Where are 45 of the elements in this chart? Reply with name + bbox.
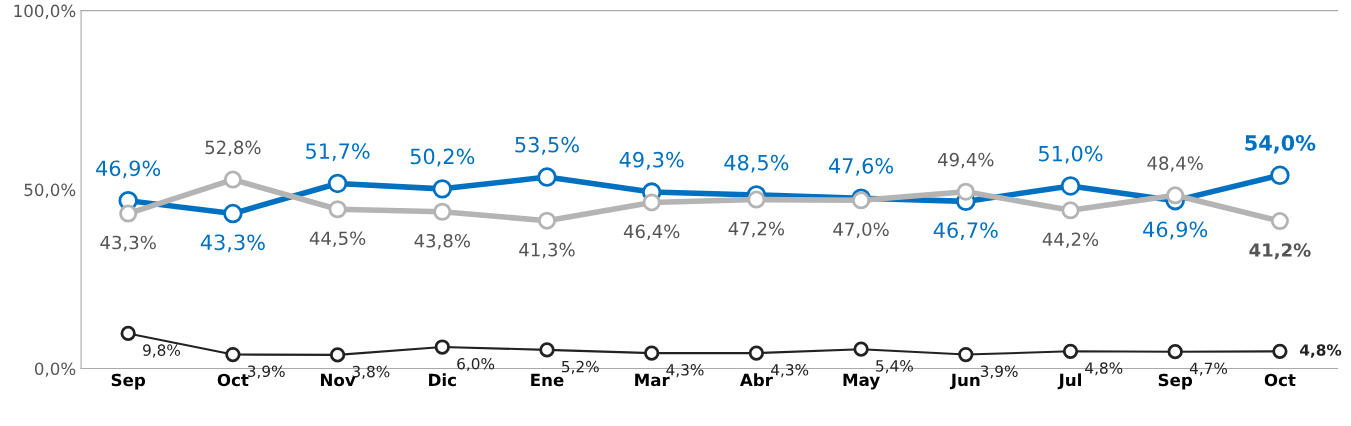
data-label: 49,3% xyxy=(619,151,684,170)
data-label: 5,2% xyxy=(562,360,599,374)
x-tick-label: Jul xyxy=(1057,373,1081,390)
data-label: 44,5% xyxy=(309,231,366,247)
data-label: 46,9% xyxy=(96,160,161,179)
data-label: 4,8% xyxy=(1300,344,1342,358)
data-label: 4,3% xyxy=(771,364,809,378)
x-tick-label: May xyxy=(843,373,880,390)
x-tick-label: Sep xyxy=(111,373,146,390)
data-label: 50,2% xyxy=(410,148,475,167)
data-label: 49,4% xyxy=(938,152,994,169)
data-label: 41,2% xyxy=(1249,243,1311,260)
data-label: 3,9% xyxy=(980,365,1018,379)
y-tick-label: 50,0% xyxy=(24,183,76,198)
data-label: 6,0% xyxy=(457,357,495,372)
data-label: 3,9% xyxy=(247,365,285,379)
x-tick-label: Oct xyxy=(1264,373,1296,387)
data-label: 47,2% xyxy=(728,221,785,238)
data-label: 51,0% xyxy=(1039,145,1103,164)
data-label: 41,3% xyxy=(519,242,575,259)
y-tick-label: 0,0% xyxy=(34,362,76,377)
y-tick-label: 100,0% xyxy=(14,4,76,19)
data-label: 48,4% xyxy=(1147,156,1203,172)
data-label: 5,4% xyxy=(876,360,913,374)
data-label: 52,8% xyxy=(205,140,261,157)
x-tick-label: Abr xyxy=(739,373,773,387)
data-label: 46,7% xyxy=(933,222,998,241)
x-tick-label: Dic xyxy=(429,373,456,387)
x-tick-label: Oct xyxy=(217,373,249,387)
data-label: 47,0% xyxy=(833,222,889,238)
data-label: 43,8% xyxy=(414,233,470,250)
data-label: 43,3% xyxy=(200,234,265,253)
x-tick-label: Jun xyxy=(949,373,980,390)
data-label: 47,6% xyxy=(829,157,894,176)
x-tick-label: Ene xyxy=(531,373,564,387)
data-label: 46,4% xyxy=(623,224,680,241)
data-label: 54,0% xyxy=(1245,134,1316,154)
data-label: 51,7% xyxy=(306,143,370,162)
data-label: 4,8% xyxy=(1085,362,1123,376)
data-label: 43,3% xyxy=(100,235,156,252)
data-label: 44,2% xyxy=(1042,232,1099,248)
data-label: 48,5% xyxy=(724,154,789,173)
data-label: 53,5% xyxy=(515,136,579,155)
data-label: 46,9% xyxy=(1143,221,1208,240)
data-label: 9,8% xyxy=(143,344,181,358)
